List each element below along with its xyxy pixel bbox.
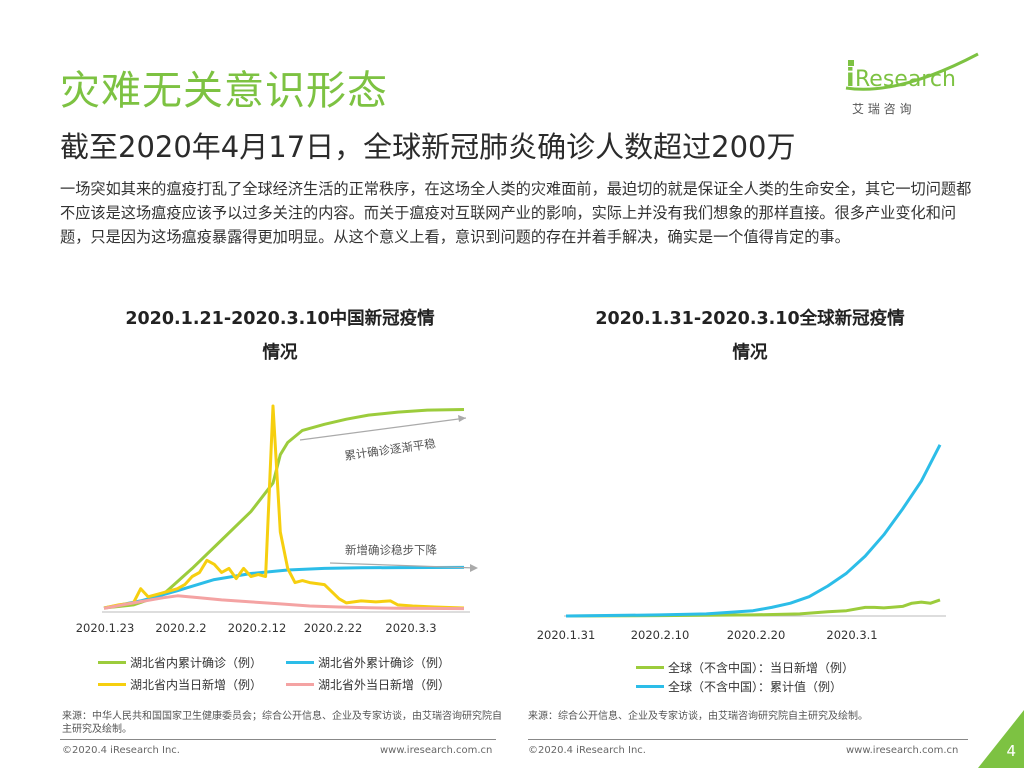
page-number: 4 — [1006, 742, 1016, 760]
chart2-series-line-1 — [565, 444, 942, 618]
legend-label: 湖北省内累计确诊（例） — [130, 656, 263, 670]
legend-swatch — [98, 683, 126, 686]
source-right: 来源：综合公开信息、企业及专家访谈，由艾瑞咨询研究院自主研究及绘制。 — [528, 711, 868, 722]
logo-i: i — [846, 63, 855, 92]
footer-copyright-right: ©2020.4 iResearch Inc. — [528, 745, 646, 756]
chart2-title-line1: 2020.1.31-2020.3.10全球新冠疫情 — [595, 309, 905, 329]
chart1-x-tick-label: 2020.3.3 — [385, 621, 436, 635]
legend-swatch — [286, 683, 314, 686]
chart2-x-tick-label: 2020.3.1 — [826, 628, 877, 642]
legend-item-hubei-daily: 湖北省内当日新增（例） — [98, 676, 262, 693]
legend-label: 全球（不含中国）：累计值（例） — [668, 680, 843, 694]
chart1-decline-label: 新增确诊稳步下降 — [345, 543, 437, 557]
legend-item-hubei-cumulative: 湖北省内累计确诊（例） — [98, 654, 262, 671]
legend-item-global-cumulative: 全球（不含中国）：累计值（例） — [636, 678, 842, 695]
source-left: 来源：中华人民共和国国家卫生健康委员会；综合公开信息、企业及专家访谈，由艾瑞咨询… — [62, 711, 502, 735]
logo-research: Research — [855, 67, 956, 92]
chart1-title-line1: 2020.1.21-2020.3.10中国新冠疫情 — [125, 309, 435, 329]
slide-title: 灾难无关意识形态 — [60, 68, 388, 114]
slide-subtitle: 截至2020年4月17日，全球新冠肺炎确诊人数超过200万 — [60, 130, 796, 164]
chart1-series-line-1 — [103, 565, 465, 610]
chart2-x-tick-label: 2020.2.10 — [631, 628, 690, 642]
footer-divider-left — [60, 739, 496, 740]
legend-label: 湖北省外当日新增（例） — [318, 678, 451, 692]
chart1-series-line-3 — [103, 594, 465, 611]
legend-item-global-daily: 全球（不含中国）：当日新增（例） — [636, 659, 854, 676]
chart1-annotation-plateau: 累计确诊逐渐平稳 — [299, 415, 467, 463]
chart2-title-line2: 情况 — [732, 343, 768, 363]
chart1-plateau-label: 累计确诊逐渐平稳 — [343, 436, 437, 463]
legend-swatch — [636, 666, 664, 669]
legend-swatch — [636, 685, 664, 688]
chart1-title: 2020.1.21-2020.3.10中国新冠疫情 情况 — [100, 302, 460, 370]
chart1-series-line-0 — [103, 408, 465, 610]
logo-dot — [848, 60, 854, 66]
legend-swatch — [286, 661, 314, 664]
chart1-annotation-decline: 新增确诊稳步下降 — [329, 543, 478, 572]
legend-label: 湖北省外累计确诊（例） — [318, 656, 451, 670]
footer-divider-right — [528, 739, 968, 740]
chart1-decline-arrowhead — [470, 564, 478, 572]
legend-label: 全球（不含中国）：当日新增（例） — [668, 661, 855, 675]
chart1-x-tick-label: 2020.2.22 — [304, 621, 363, 635]
page-number-badge — [978, 710, 1024, 768]
logo-swoosh — [845, 52, 979, 91]
legend-label: 湖北省内当日新增（例） — [130, 678, 263, 692]
chart1-x-tick-label: 2020.2.12 — [228, 621, 287, 635]
chart2-x-tick-label: 2020.2.20 — [727, 628, 786, 642]
chart1-x-tick-label: 2020.2.2 — [155, 621, 206, 635]
body-paragraph: 一场突如其来的瘟疫打乱了全球经济生活的正常秩序，在这场全人类的灾难面前，最迫切的… — [60, 180, 972, 246]
legend-item-outside-cumulative: 湖北省外累计确诊（例） — [286, 654, 450, 671]
legend-swatch — [98, 661, 126, 664]
chart2-title: 2020.1.31-2020.3.10全球新冠疫情 情况 — [570, 302, 930, 370]
chart2-x-tick-label: 2020.1.31 — [537, 628, 596, 642]
chart1-plateau-arrow — [299, 417, 467, 441]
chart1-series-line-2 — [103, 404, 465, 610]
chart1-x-tick-label: 2020.1.23 — [76, 621, 135, 635]
chart2-series-line-0 — [565, 598, 941, 618]
footer-copyright-left: ©2020.4 iResearch Inc. — [62, 745, 180, 756]
footer-url-right[interactable]: www.iresearch.com.cn — [846, 745, 959, 756]
chart1-decline-arrow — [329, 562, 477, 569]
logo-graphic: i Research 艾 瑞 咨 询 — [845, 52, 979, 116]
legend-item-outside-daily: 湖北省外当日新增（例） — [286, 676, 450, 693]
footer-url-left[interactable]: www.iresearch.com.cn — [380, 745, 493, 756]
chart1-china-epidemic: 2020.1.23 2020.2.2 2020.2.12 2020.2.22 2020.… — [76, 404, 478, 635]
chart2-global-epidemic: 2020.1.31 2020.2.10 2020.2.20 2020.3.1 — [537, 444, 946, 642]
chart1-plateau-arrowhead — [458, 415, 466, 422]
chart1-title-line2: 情况 — [262, 343, 298, 363]
logo-chinese: 艾 瑞 咨 询 — [852, 101, 911, 116]
iresearch-logo: i Research 艾 瑞 咨 询 — [838, 50, 988, 120]
